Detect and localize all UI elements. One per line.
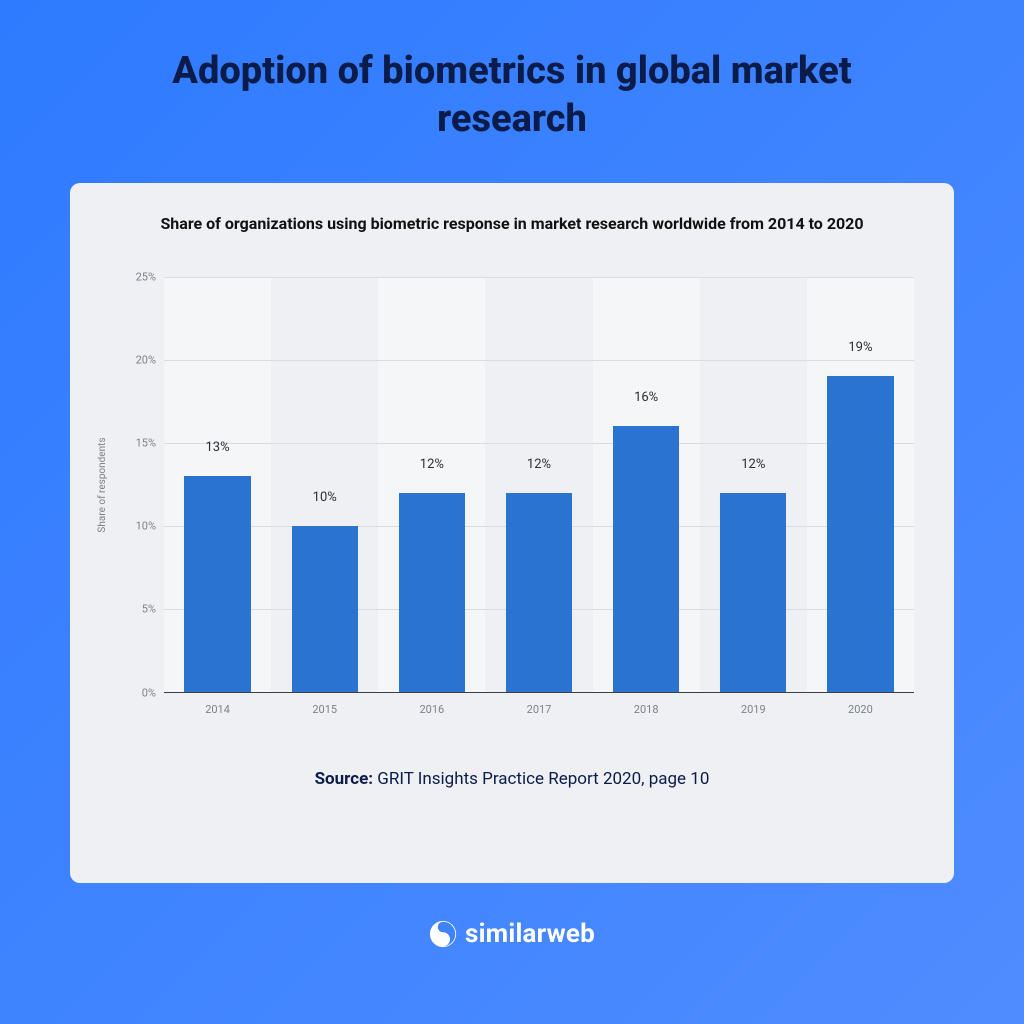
x-tick-label: 2020 xyxy=(848,703,873,716)
gridline xyxy=(164,277,914,278)
bar xyxy=(720,493,786,693)
x-axis-baseline xyxy=(164,692,914,693)
x-tick-label: 2019 xyxy=(741,703,766,716)
y-tick-label: 25% xyxy=(122,270,156,283)
x-tick-label: 2015 xyxy=(312,703,337,716)
bar-value-label: 13% xyxy=(205,440,229,455)
bar xyxy=(613,426,679,692)
x-tick-label: 2018 xyxy=(634,703,659,716)
gridline xyxy=(164,443,914,444)
infographic-canvas: Adoption of biometrics in global market … xyxy=(0,0,1024,1024)
y-tick-label: 10% xyxy=(122,520,156,533)
source-text: GRIT Insights Practice Report 2020, page… xyxy=(377,769,709,789)
y-tick-label: 20% xyxy=(122,353,156,366)
bar-value-label: 19% xyxy=(848,340,872,355)
bar xyxy=(184,476,250,692)
brand-name: similarweb xyxy=(465,919,595,949)
y-tick-label: 15% xyxy=(122,436,156,449)
bar xyxy=(399,493,465,693)
bar-value-label: 16% xyxy=(634,390,658,405)
source-line: Source: GRIT Insights Practice Report 20… xyxy=(315,769,710,789)
brand: similarweb xyxy=(429,919,595,949)
x-tick-label: 2017 xyxy=(527,703,552,716)
x-tick-label: 2016 xyxy=(419,703,444,716)
y-tick-label: 5% xyxy=(122,603,156,616)
plot-area: 13% 10% 12% 12% 16% 12% 19% xyxy=(164,277,914,693)
brand-logo-icon xyxy=(429,920,457,948)
chart-area: Share of respondents 13%10%12%12%16%12%1… xyxy=(102,257,922,727)
x-tick-label: 2014 xyxy=(205,703,230,716)
bar xyxy=(506,493,572,693)
y-tick-label: 0% xyxy=(122,686,156,699)
chart-title: Share of organizations using biometric r… xyxy=(160,213,863,235)
bar-value-label: 12% xyxy=(741,457,765,472)
bar xyxy=(292,526,358,692)
y-axis-label: Share of respondents xyxy=(97,437,108,532)
source-label: Source: xyxy=(315,769,373,789)
bar-value-label: 12% xyxy=(420,457,444,472)
chart-card: Share of organizations using biometric r… xyxy=(70,183,954,883)
page-title: Adoption of biometrics in global market … xyxy=(102,48,922,143)
gridline xyxy=(164,360,914,361)
bar xyxy=(827,376,893,692)
bar-value-label: 10% xyxy=(313,490,337,505)
bar-value-label: 12% xyxy=(527,457,551,472)
